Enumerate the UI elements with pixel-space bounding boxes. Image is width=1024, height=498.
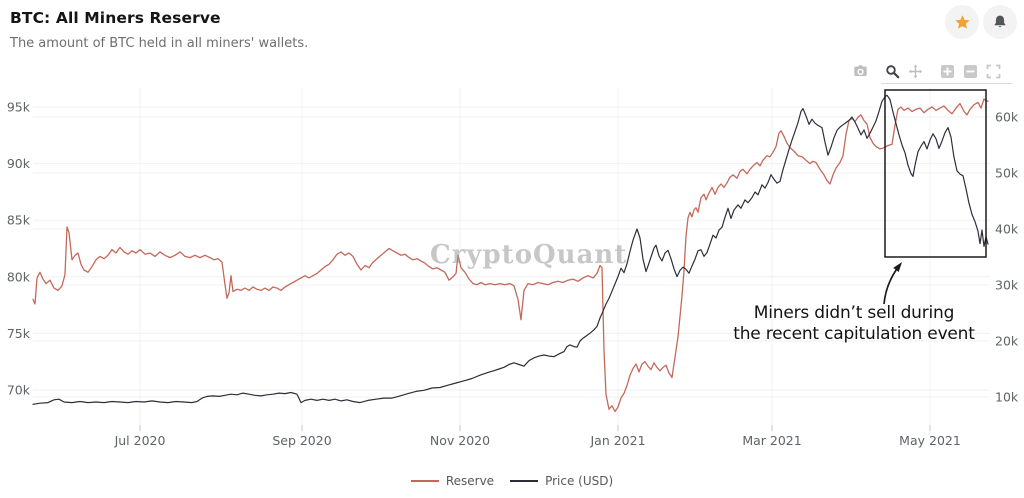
price-line bbox=[32, 94, 989, 405]
magnifier-icon bbox=[886, 64, 900, 78]
x-axis-tick-label: Mar 2021 bbox=[742, 433, 801, 448]
reserve-swatch bbox=[410, 480, 439, 482]
zoom-select-button[interactable] bbox=[882, 61, 903, 81]
star-icon bbox=[954, 14, 970, 29]
x-axis-tick-label: Sep 2020 bbox=[272, 433, 331, 448]
pan-button[interactable] bbox=[905, 61, 926, 81]
right-axis-tick-label: 50k bbox=[995, 166, 1019, 181]
highlight-box bbox=[884, 89, 987, 258]
left-axis-tick-label: 70k bbox=[7, 383, 31, 398]
legend-item-price[interactable]: Price (USD) bbox=[510, 474, 613, 488]
zoom-in-button[interactable] bbox=[937, 61, 958, 81]
pan-icon bbox=[908, 64, 923, 78]
page-title: BTC: All Miners Reserve bbox=[10, 9, 221, 27]
legend-item-reserve[interactable]: Reserve bbox=[410, 474, 495, 488]
x-axis-tick-label: Jul 2020 bbox=[114, 433, 166, 448]
camera-icon bbox=[854, 64, 867, 76]
zoom-out-button[interactable] bbox=[960, 61, 981, 81]
snapshot-button[interactable] bbox=[850, 61, 871, 81]
price-swatch bbox=[510, 480, 539, 482]
right-axis-tick-label: 20k bbox=[995, 334, 1019, 349]
autoscale-button[interactable] bbox=[983, 61, 1004, 81]
annotation-arrowhead bbox=[893, 262, 902, 272]
right-axis-tick-label: 60k bbox=[995, 110, 1019, 125]
right-axis-tick-label: 30k bbox=[995, 278, 1019, 293]
left-axis-tick-label: 90k bbox=[7, 156, 31, 171]
toolbar-divider bbox=[881, 83, 1013, 84]
left-axis-tick-label: 80k bbox=[7, 269, 31, 284]
zoom-out-icon bbox=[964, 64, 977, 78]
bell-icon bbox=[994, 15, 1006, 28]
left-axis-tick-label: 85k bbox=[7, 213, 31, 228]
annotation-text: Miners didn’t sell during the recent cap… bbox=[718, 303, 990, 345]
x-axis-tick-label: Jan 2021 bbox=[589, 433, 645, 448]
page-subtitle: The amount of BTC held in all miners' wa… bbox=[10, 36, 309, 51]
zoom-in-icon bbox=[941, 64, 954, 78]
left-axis-tick-label: 95k bbox=[7, 100, 31, 115]
favorite-button[interactable] bbox=[945, 5, 979, 39]
annotation-line-2: the recent capitulation event bbox=[733, 324, 975, 344]
notifications-button[interactable] bbox=[983, 5, 1017, 39]
autoscale-icon bbox=[986, 64, 1001, 78]
chart-toolbar bbox=[849, 61, 1005, 81]
annotation-line-1: Miners didn’t sell during bbox=[753, 303, 955, 323]
legend-label-reserve: Reserve bbox=[445, 474, 495, 488]
right-axis-tick-label: 40k bbox=[995, 222, 1019, 237]
x-axis-tick-label: May 2021 bbox=[899, 433, 961, 448]
reserve-line bbox=[32, 98, 989, 413]
right-axis-tick-label: 10k bbox=[995, 390, 1019, 405]
chart-legend: Reserve Price (USD) bbox=[0, 474, 1024, 488]
x-axis-tick-label: Nov 2020 bbox=[430, 433, 490, 448]
legend-label-price: Price (USD) bbox=[545, 474, 614, 488]
left-axis-tick-label: 75k bbox=[7, 326, 31, 341]
